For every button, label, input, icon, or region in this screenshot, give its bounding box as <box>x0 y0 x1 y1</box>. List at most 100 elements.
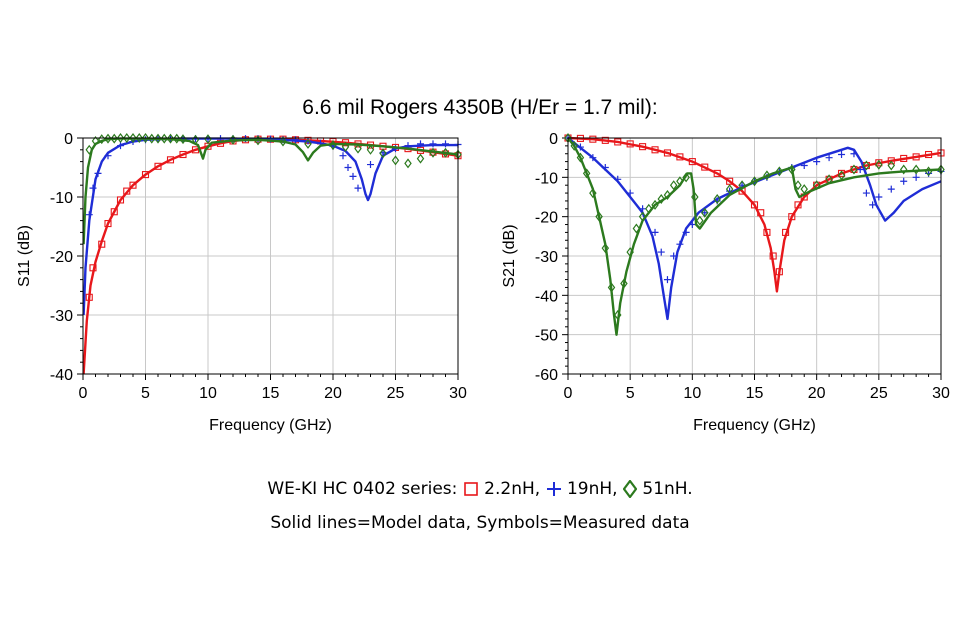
marker-plus-point <box>682 228 690 236</box>
marker-diamond-point <box>691 192 699 202</box>
marker-diamond-point <box>763 170 771 181</box>
caption-item-19nh: 19nH, <box>566 479 618 499</box>
series-line-51nh <box>567 137 942 336</box>
s11-plot: 0 5 10 15 20 25 30 0 -10 -20 -30 -40 Frequency (GHz)… <box>16 131 467 434</box>
marker-diamond-point <box>595 211 603 222</box>
marker-plus-point <box>576 143 584 151</box>
marker-diamond-point <box>123 133 131 143</box>
y-axis-label: S11 (dB) <box>16 225 33 287</box>
marker-square-point <box>688 158 696 166</box>
marker-diamond-point <box>837 170 846 181</box>
x-tick-label: 15 <box>746 385 764 402</box>
marker-plus-point <box>825 154 833 162</box>
marker-plus-point <box>417 140 424 148</box>
marker-diamond-point <box>682 172 690 183</box>
marker-square-point <box>98 240 106 248</box>
marker-diamond-point <box>912 164 920 175</box>
marker-plus-point <box>670 252 678 260</box>
plot-frame <box>82 137 459 375</box>
marker-square-point <box>601 136 609 144</box>
marker-plus-point <box>657 248 665 256</box>
x-tick-label: 5 <box>141 385 150 402</box>
diamond-marker-icon <box>622 480 637 498</box>
y-tick-label: -60 <box>535 367 558 384</box>
marker-plus-point <box>367 161 374 169</box>
marker-diamond-point <box>304 138 312 149</box>
marker-plus-point <box>912 173 920 181</box>
marker-diamond-point <box>341 141 350 152</box>
marker-plus-point <box>94 169 102 177</box>
marker-diamond-point <box>788 164 796 175</box>
marker-square-point <box>154 162 162 170</box>
x-tick-label: 0 <box>79 385 88 402</box>
y-tick-label: -40 <box>535 288 558 305</box>
marker-diamond-point <box>887 160 896 171</box>
marker-plus-point <box>429 140 437 148</box>
marker-plus-point <box>344 164 352 171</box>
marker-diamond-point <box>738 180 746 191</box>
marker-plus-point <box>89 184 97 192</box>
y-tick-label: -50 <box>535 328 558 345</box>
marker-diamond-point <box>173 133 181 144</box>
marker-square-point <box>788 213 796 221</box>
marker-diamond-point <box>850 164 858 175</box>
marker-diamond-point <box>669 180 678 191</box>
marker-diamond-point <box>589 188 597 199</box>
marker-diamond-point <box>613 310 622 320</box>
y-tick-label: -40 <box>50 367 73 384</box>
marker-diamond-point <box>116 133 125 143</box>
marker-diamond-point <box>899 164 908 175</box>
marker-square-point <box>116 196 125 204</box>
x-tick-label: 5 <box>626 385 635 402</box>
marker-diamond-point <box>254 135 262 146</box>
page-title: 6.6 mil Rogers 4350B (H/Er = 1.7 mil): <box>302 96 658 119</box>
y-axis-label: S21 (dB) <box>501 224 518 287</box>
marker-diamond-point <box>775 166 784 177</box>
y-tick-label: -20 <box>535 210 558 227</box>
marker-plus-point <box>589 154 597 162</box>
marker-plus-point <box>688 221 696 229</box>
marker-square-point <box>123 187 131 195</box>
marker-diamond-point <box>626 247 634 258</box>
marker-plus-point <box>354 184 362 192</box>
marker-square-point <box>651 146 659 154</box>
x-tick-label: 10 <box>683 385 701 402</box>
marker-square-point <box>179 150 187 159</box>
marker-square-point <box>912 153 920 161</box>
marker-square-point <box>782 228 790 236</box>
marker-diamond-point <box>110 133 118 144</box>
marker-plus-point <box>850 150 858 158</box>
marker-diamond-point <box>154 133 162 144</box>
marker-plus-point <box>639 205 647 213</box>
marker-diamond-point <box>379 148 387 159</box>
s21-chart: 0 5 10 15 20 25 30 0 -10 -20 -30 -40 -50 -60 Frequency… <box>480 120 960 460</box>
caption-prefix: WE-KI HC 0402 series: <box>267 479 458 499</box>
marker-diamond-point <box>354 143 362 154</box>
marker-plus-point <box>800 162 808 170</box>
x-tick-label: 25 <box>387 385 405 402</box>
marker-plus-point <box>862 189 870 197</box>
marker-plus-point <box>104 152 112 160</box>
marker-diamond-point <box>924 166 933 177</box>
marker-diamond-point <box>696 215 704 226</box>
marker-diamond-point <box>166 133 175 144</box>
marker-square-point <box>85 293 93 301</box>
marker-plus-point <box>856 165 864 173</box>
marker-diamond-point <box>582 168 591 179</box>
s11-chart: 0 5 10 15 20 25 30 0 -10 -20 -30 -40 Frequency (GHz)… <box>0 120 480 460</box>
marker-diamond-point <box>329 140 337 151</box>
marker-diamond-point <box>129 133 137 143</box>
marker-diamond-point <box>651 199 659 210</box>
marker-square-point <box>676 153 684 161</box>
series-line-2.2nh <box>567 136 942 293</box>
marker-square-point <box>925 150 933 159</box>
marker-diamond-point <box>701 207 709 218</box>
marker-diamond-point <box>725 184 734 195</box>
marker-square-point <box>900 154 908 163</box>
marker-diamond-point <box>91 135 100 146</box>
marker-diamond-point <box>441 147 450 158</box>
marker-diamond-point <box>750 176 759 187</box>
marker-plus-point <box>601 164 609 171</box>
marker-plus-point <box>85 211 93 219</box>
marker-diamond-point <box>800 184 808 195</box>
